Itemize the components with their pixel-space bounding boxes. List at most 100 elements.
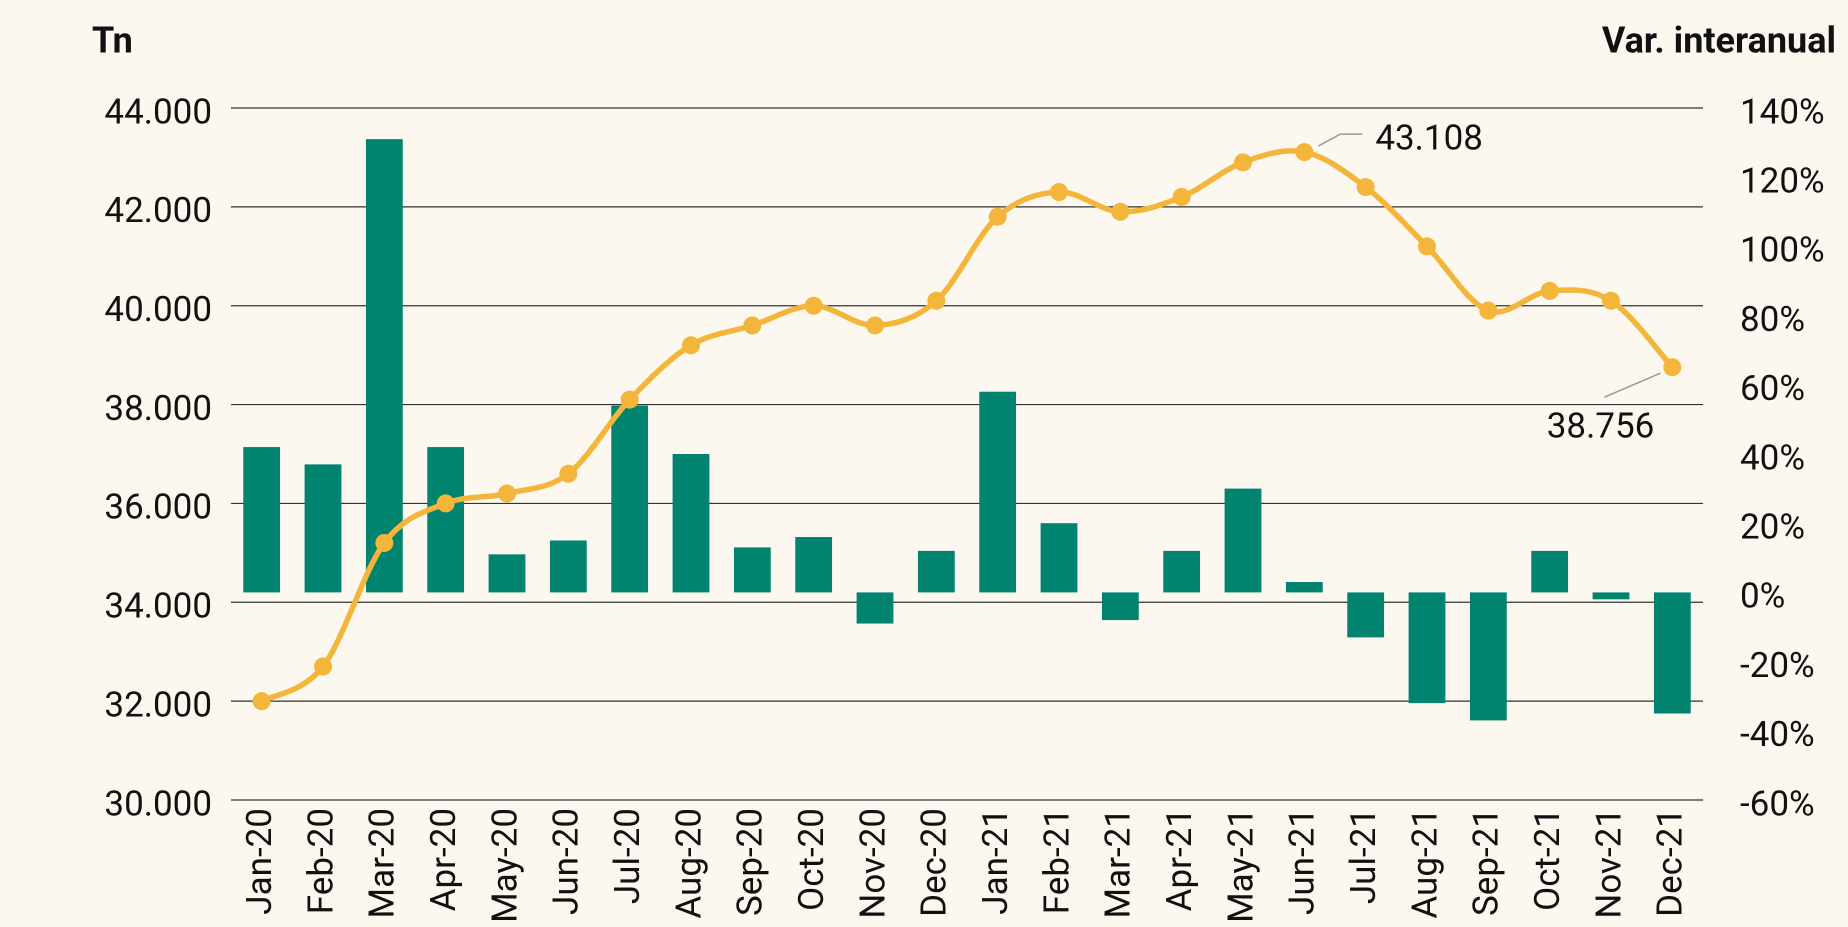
y-tick-label: 40.000 [104,289,212,330]
y2-tick-label: 0% [1740,576,1785,617]
y-tick-label: 44.000 [104,91,212,132]
bar [979,391,1017,593]
bar [672,454,710,593]
bar [1101,592,1139,621]
leader-line [1317,133,1363,147]
x-tick-label: Mar-21 [1098,808,1139,918]
line-marker [436,494,455,513]
x-tick-label: Jun-21 [1282,808,1323,915]
bar [795,537,833,593]
data-label: 38.756 [1547,405,1655,446]
x-tick-label: Aug-20 [668,808,709,919]
bar [1531,550,1569,593]
line-marker [1295,143,1314,162]
line-marker [314,657,332,676]
x-tick-label: Jul-21 [1343,808,1384,904]
y2-tick-label: -60% [1740,783,1815,824]
x-tick-label: Oct-20 [791,808,832,911]
y2-tick-label: -20% [1740,645,1815,686]
line-marker [252,692,271,711]
x-tick-label: Feb-21 [1036,808,1077,914]
y2-tick-label: 100% [1740,230,1825,271]
line-marker [1479,301,1498,320]
line-marker [1172,187,1191,206]
y-axis-title: Tn [92,20,133,62]
line-marker [682,336,700,355]
line-marker [988,207,1007,226]
line-marker [1356,178,1375,197]
leader-line [1604,372,1661,398]
y2-tick-label: 120% [1740,160,1825,201]
x-tick-label: Dec-21 [1650,808,1691,917]
y2-tick-label: -40% [1740,714,1815,755]
x-tick-label: May-20 [484,808,525,923]
line-marker [620,390,639,409]
y-tick-label: 42.000 [104,190,212,231]
y2-tick-label: 20% [1740,506,1805,547]
bar [733,547,771,593]
bar [1163,550,1201,593]
bar [1653,592,1691,714]
y2-tick-label: 80% [1740,299,1805,340]
x-tick-label: Mar-20 [362,808,403,918]
x-tick-label: Dec-20 [914,808,955,917]
bar [1347,592,1385,638]
bar [1592,592,1630,600]
line [260,148,1675,704]
line-marker [375,533,394,552]
bar [1285,582,1323,593]
x-tick-label: Jun-20 [546,808,587,915]
x-tick-label: May-21 [1220,808,1261,923]
x-tick-label: Nov-20 [852,808,893,919]
bar [856,592,894,624]
y-tick-label: 34.000 [104,586,212,627]
line-marker [1602,291,1620,310]
x-tick-label: Jan-21 [975,808,1016,915]
x-tick-label: Sep-20 [730,808,771,916]
line-marker [559,464,578,483]
bar [365,139,403,593]
bar [1040,523,1078,593]
y2-axis-title: Var. interanual [1602,20,1836,62]
x-tick-label: Nov-21 [1588,808,1629,919]
y-tick-label: 36.000 [104,487,212,528]
line-marker [927,291,946,310]
x-tick-label: Feb-20 [300,808,341,914]
y-tick-label: 32.000 [104,684,212,725]
line-marker [1234,153,1252,172]
x-tick-label: Oct-21 [1527,808,1568,911]
y-tick-label: 38.000 [104,388,212,429]
bar [427,447,465,593]
bar [917,550,955,593]
bar [1469,592,1507,721]
bar [304,464,342,593]
line-marker [1663,358,1682,377]
bar [488,554,526,593]
x-tick-label: Apr-21 [1159,808,1200,911]
line-marker [498,484,516,503]
y2-tick-label: 140% [1740,91,1825,132]
y2-tick-label: 60% [1740,368,1805,409]
data-label: 43.108 [1375,117,1483,158]
x-tick-label: Jan-20 [239,808,280,915]
y-tick-label: 30.000 [104,783,212,824]
line-marker [1111,202,1130,221]
bar [611,405,649,593]
bar [243,447,281,593]
x-tick-label: Jul-20 [607,808,648,904]
line-marker [743,316,762,335]
bar [1408,592,1446,704]
x-tick-label: Apr-20 [423,808,464,911]
line-marker [1540,281,1559,300]
x-tick-label: Sep-21 [1466,808,1507,916]
bar [549,540,587,593]
line-marker [1418,237,1436,256]
x-tick-label: Aug-21 [1404,808,1445,919]
bar [1224,488,1262,593]
line-marker [866,316,884,335]
line-marker [1050,183,1068,202]
line-marker [804,296,823,315]
y2-tick-label: 40% [1740,437,1805,478]
